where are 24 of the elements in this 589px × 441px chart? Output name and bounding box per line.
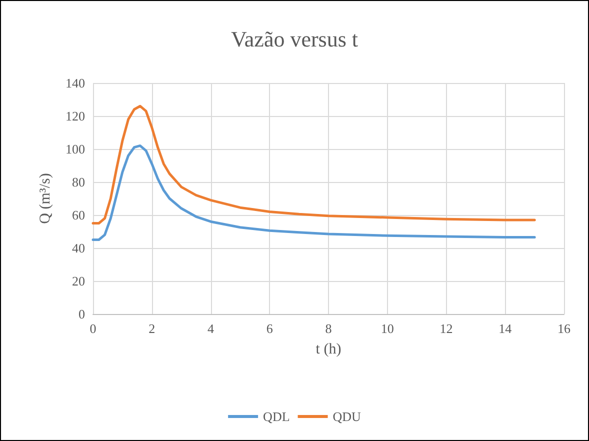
- y-tick-label: 100: [66, 142, 85, 156]
- x-tick-label: 8: [325, 321, 332, 336]
- x-tick-label: 12: [440, 321, 453, 336]
- y-tick-label: 20: [72, 274, 85, 288]
- line-series: [92, 104, 536, 224]
- x-axis-title: t (h): [316, 342, 342, 358]
- x-tick-label: 10: [380, 321, 394, 336]
- x-tick-label: 16: [558, 321, 571, 336]
- x-tick-label: 14: [498, 321, 512, 336]
- y-tick-label: 60: [72, 208, 85, 222]
- y-tick-label: 80: [72, 174, 85, 190]
- y-tick-label: 140: [66, 76, 85, 90]
- chart-title: Vazão versus t: [230, 26, 358, 52]
- x-tick-label: 0: [90, 321, 96, 336]
- x-tick-label: 2: [148, 321, 156, 336]
- x-tick-label: 4: [208, 321, 214, 336]
- y-tick-label: 120: [66, 108, 85, 124]
- y-tick-label: 0: [78, 306, 85, 322]
- y-axis-title: Q (m³/s): [38, 173, 54, 224]
- legend-label: QDU: [332, 409, 362, 424]
- legend-label: QDL: [263, 409, 290, 424]
- y-tick-label: 40: [72, 240, 85, 256]
- x-tick-label: 6: [266, 321, 274, 336]
- line-series: [92, 144, 536, 241]
